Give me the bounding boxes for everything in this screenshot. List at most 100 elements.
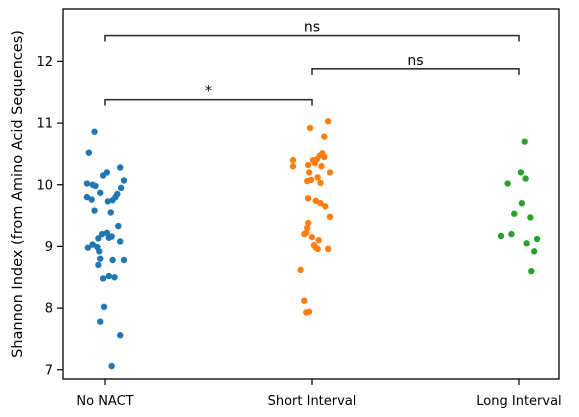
data-point — [108, 362, 115, 370]
data-point — [105, 272, 113, 280]
data-point — [89, 241, 96, 248]
significance-label: * — [205, 84, 212, 100]
y-tick-label: 11 — [36, 117, 53, 132]
data-point — [297, 266, 304, 274]
data-point — [301, 230, 308, 238]
data-point — [308, 233, 316, 241]
data-point — [305, 169, 313, 176]
series-short-interval — [289, 118, 334, 316]
data-point — [305, 219, 312, 227]
significance-label: ns — [407, 53, 423, 69]
data-point — [99, 172, 107, 179]
series-long-interval — [497, 138, 541, 275]
data-point — [107, 209, 114, 216]
data-point — [289, 156, 297, 164]
y-tick-label: 10 — [36, 178, 53, 193]
data-point — [105, 234, 113, 241]
data-point — [99, 275, 107, 282]
data-point — [517, 169, 525, 176]
y-axis: 7 8 9 10 11 12 — [36, 55, 63, 378]
data-point — [117, 238, 124, 245]
data-points — [83, 118, 541, 370]
bracket-line — [104, 34, 520, 42]
bracket-line — [104, 98, 313, 106]
data-point — [528, 267, 535, 275]
data-point — [533, 235, 541, 243]
data-point — [88, 196, 95, 203]
data-point — [511, 210, 518, 217]
data-point — [497, 232, 505, 240]
x-tick-label: Long Interval — [476, 394, 561, 409]
data-point — [305, 195, 312, 202]
data-point — [315, 237, 322, 244]
y-tick-label: 12 — [36, 55, 53, 70]
data-point — [98, 230, 106, 238]
data-point — [304, 177, 311, 185]
data-point — [97, 255, 104, 262]
data-point — [321, 133, 328, 140]
data-point — [322, 203, 329, 210]
data-point — [117, 184, 125, 192]
data-point — [97, 318, 104, 325]
data-point — [312, 197, 319, 204]
data-point — [304, 224, 311, 232]
series-no-nact — [83, 128, 128, 370]
data-point — [289, 163, 297, 170]
data-point — [324, 245, 332, 253]
data-point — [324, 118, 332, 125]
data-point — [326, 213, 334, 221]
data-point — [96, 248, 103, 255]
significance-annotations: * ns ns — [104, 20, 520, 106]
data-point — [318, 163, 325, 170]
plot-area-frame — [62, 8, 560, 380]
x-tick-label: No NACT — [76, 394, 133, 409]
data-point — [311, 159, 319, 167]
significance-bracket: ns — [104, 20, 520, 42]
data-point — [104, 198, 112, 205]
data-point — [504, 180, 511, 187]
data-point — [317, 200, 324, 207]
y-tick-label: 8 — [45, 302, 53, 317]
data-point — [95, 261, 102, 269]
data-point — [83, 180, 91, 187]
bracket-line — [311, 68, 520, 75]
data-point — [314, 174, 321, 181]
data-point — [314, 245, 321, 253]
x-axis: No NACT Short Interval Long Interval — [76, 379, 562, 409]
data-point — [508, 230, 515, 238]
data-point — [100, 303, 108, 311]
data-point — [91, 128, 98, 135]
data-point — [522, 175, 529, 182]
y-axis-label: Shannon Index (from Amino Acid Sequences… — [10, 30, 26, 358]
data-point — [92, 182, 99, 190]
y-tick-label: 9 — [45, 240, 53, 255]
y-tick-label: 7 — [45, 363, 53, 378]
data-point — [83, 193, 91, 201]
data-point — [531, 248, 538, 255]
data-point — [326, 169, 334, 176]
significance-bracket: ns — [311, 53, 520, 75]
significance-bracket: * — [104, 84, 313, 106]
data-point — [523, 240, 530, 247]
data-point — [521, 138, 528, 145]
data-point — [115, 222, 122, 230]
data-point — [85, 149, 93, 156]
data-point — [303, 309, 310, 316]
x-tick-label: Short Interval — [268, 394, 357, 409]
data-point — [317, 179, 324, 187]
data-point — [321, 153, 328, 161]
data-point — [120, 256, 128, 264]
data-point — [117, 164, 124, 171]
data-point — [120, 177, 128, 184]
data-point — [91, 207, 98, 214]
data-point — [97, 189, 104, 196]
data-point — [84, 244, 92, 251]
data-point — [305, 161, 312, 169]
data-point — [518, 200, 526, 207]
significance-label: ns — [304, 20, 320, 36]
data-point — [111, 274, 118, 281]
data-point — [95, 235, 102, 242]
data-point — [117, 332, 124, 339]
data-point — [306, 124, 314, 132]
